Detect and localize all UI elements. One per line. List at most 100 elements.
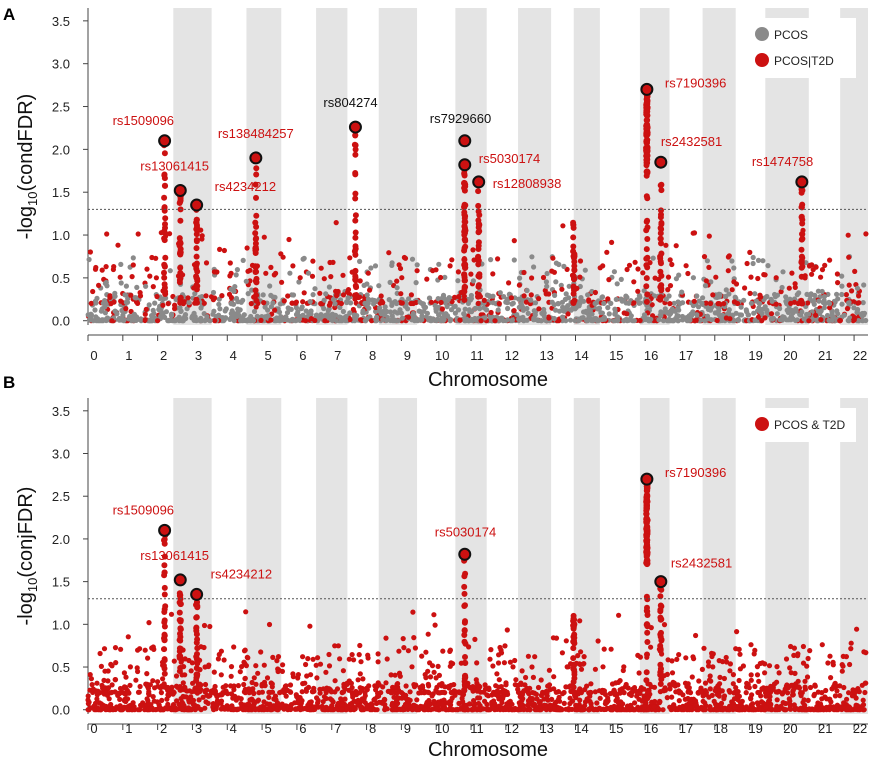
data-point: [795, 706, 801, 712]
data-point: [600, 664, 606, 670]
data-point: [106, 696, 112, 702]
data-point: [791, 702, 797, 708]
data-point: [475, 202, 482, 209]
data-point: [769, 298, 775, 304]
data-point: [707, 686, 713, 692]
data-point: [352, 229, 359, 236]
data-point: [701, 254, 708, 260]
chromosome-band-6: [316, 398, 348, 714]
data-point: [455, 269, 461, 275]
data-point: [837, 317, 844, 324]
data-point: [658, 240, 664, 247]
data-point: [499, 315, 505, 321]
data-point: [306, 701, 312, 707]
snp-label: rs7190396: [665, 75, 726, 90]
data-point: [604, 699, 610, 705]
data-point: [488, 309, 494, 316]
data-point: [204, 314, 210, 320]
data-point: [843, 292, 850, 298]
data-point: [396, 262, 402, 268]
data-point: [252, 219, 259, 226]
data-point: [570, 622, 577, 629]
data-point: [340, 272, 346, 278]
data-point: [109, 318, 115, 324]
data-point: [417, 684, 423, 691]
data-point: [488, 257, 494, 263]
data-point: [378, 293, 384, 299]
data-point: [415, 318, 421, 324]
data-point: [799, 187, 806, 194]
data-point: [617, 678, 623, 684]
data-point: [525, 310, 531, 316]
data-point: [252, 250, 259, 256]
data-point: [161, 204, 168, 211]
data-point: [578, 666, 585, 672]
data-point: [303, 688, 309, 694]
data-point: [641, 696, 647, 702]
data-point: [492, 701, 498, 707]
data-point: [144, 696, 150, 702]
data-point: [687, 690, 694, 696]
data-point: [570, 299, 577, 306]
data-point: [725, 268, 731, 274]
data-point: [752, 317, 758, 323]
data-point: [643, 104, 650, 112]
data-point: [115, 242, 121, 248]
data-point: [462, 236, 469, 243]
x-tick-label: 1: [125, 721, 132, 736]
data-point: [157, 706, 163, 712]
data-point: [490, 271, 496, 277]
data-point: [94, 689, 100, 695]
data-point: [388, 672, 394, 678]
data-point: [744, 684, 750, 690]
data-point: [125, 696, 131, 702]
x-tick-label: 2: [160, 348, 167, 363]
x-tick-label: 17: [679, 348, 693, 363]
data-point: [263, 270, 269, 276]
data-point: [179, 706, 185, 713]
data-point: [550, 255, 556, 261]
data-point: [518, 681, 525, 688]
data-point: [806, 311, 812, 317]
data-point: [810, 707, 817, 713]
data-point: [524, 287, 530, 294]
data-point: [549, 299, 555, 305]
data-point: [609, 681, 616, 687]
data-point: [380, 317, 386, 323]
x-tick-label: 4: [230, 721, 237, 736]
data-point: [696, 678, 702, 684]
data-point: [516, 296, 522, 302]
data-point: [462, 640, 469, 647]
data-point: [413, 682, 419, 688]
data-point: [335, 643, 341, 649]
data-point: [711, 698, 717, 705]
data-point: [261, 662, 267, 668]
data-point: [235, 706, 241, 712]
data-point: [395, 681, 401, 687]
data-point: [479, 706, 485, 712]
data-point: [413, 706, 419, 713]
x-tick-label: 18: [714, 348, 728, 363]
data-point: [684, 683, 690, 690]
data-point: [766, 697, 773, 703]
data-point: [267, 707, 274, 713]
data-point: [714, 294, 720, 300]
data-point: [702, 680, 709, 686]
data-point: [85, 707, 91, 713]
data-point: [193, 614, 200, 621]
data-point: [824, 312, 831, 319]
data-point: [228, 301, 234, 307]
data-point: [520, 705, 527, 711]
data-point: [253, 165, 260, 172]
data-point: [429, 693, 435, 699]
data-point: [506, 280, 512, 286]
data-point: [852, 689, 858, 695]
data-point: [502, 643, 508, 649]
data-point: [150, 307, 156, 313]
chromosome-band-12: [518, 8, 552, 325]
data-point: [221, 247, 227, 254]
data-point: [182, 312, 189, 318]
data-point: [609, 239, 615, 245]
data-point: [111, 264, 117, 270]
data-point: [624, 266, 630, 273]
